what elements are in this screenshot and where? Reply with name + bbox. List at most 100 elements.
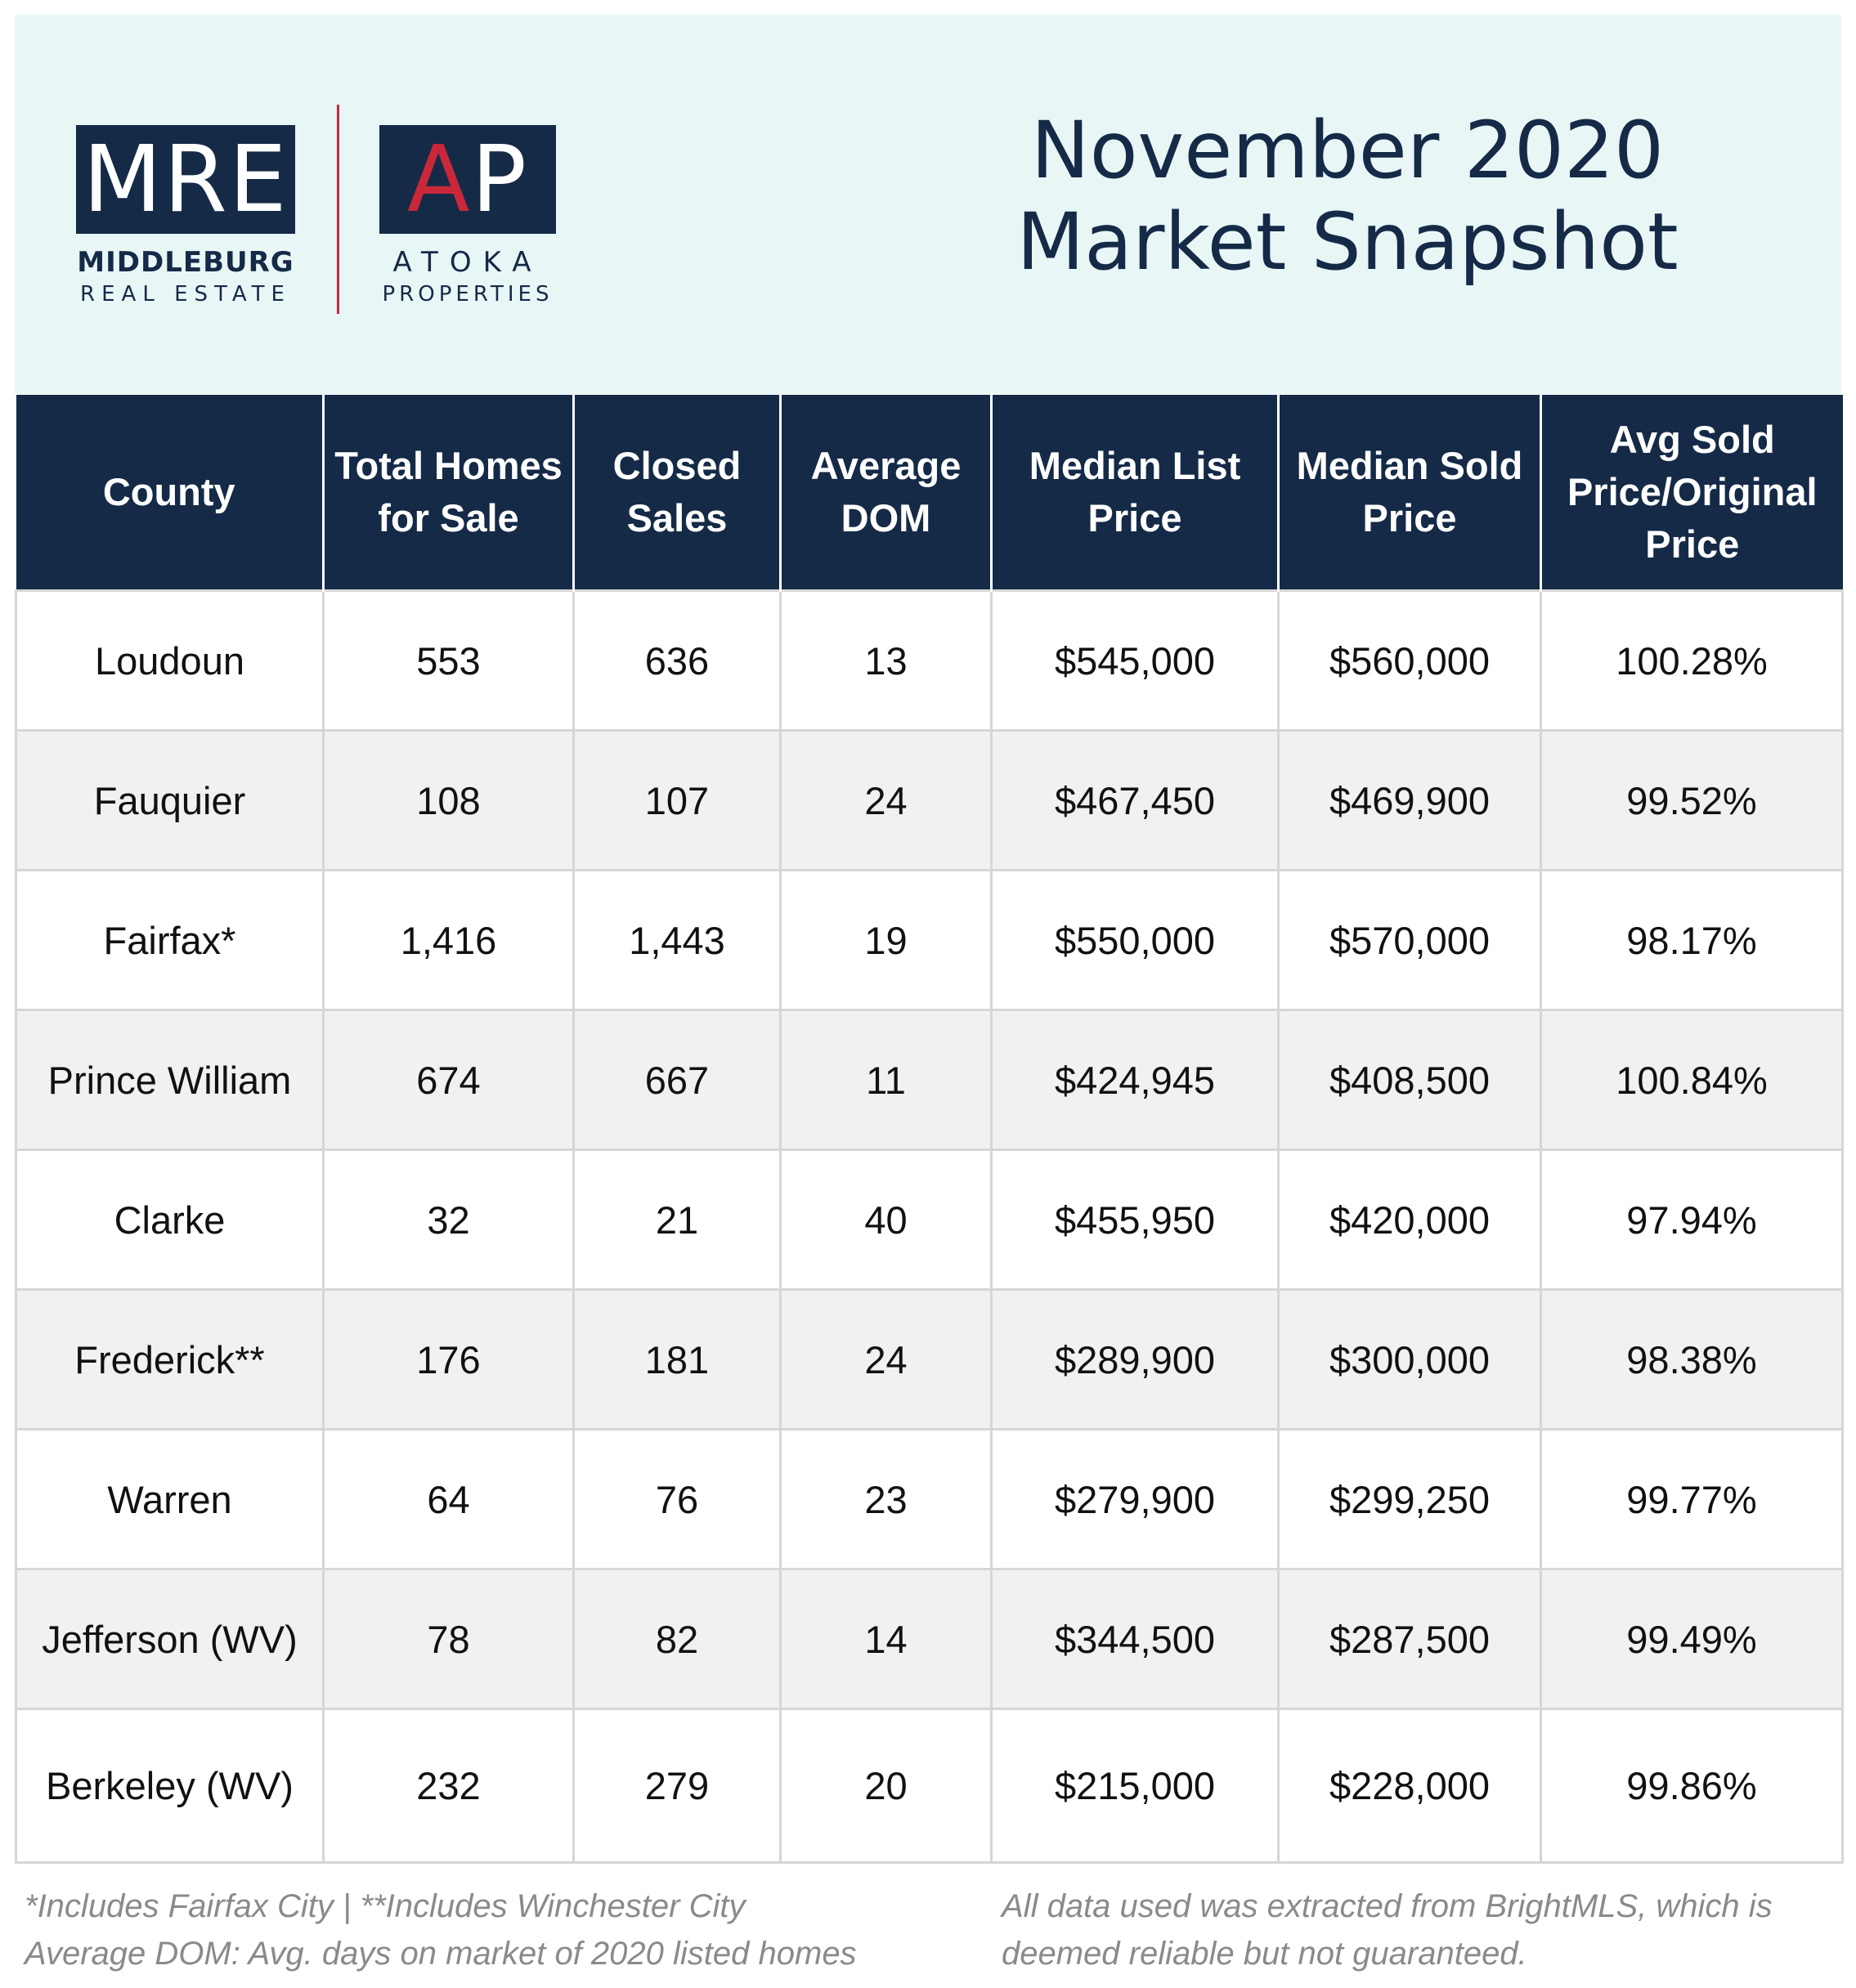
table-cell: 23	[779, 1428, 993, 1570]
table-cell: $545,000	[990, 589, 1280, 732]
table-cell: 40	[779, 1148, 993, 1291]
table-cell: 98.38%	[1540, 1288, 1844, 1431]
table-cell: $455,950	[990, 1148, 1280, 1291]
table-cell: 19	[779, 869, 993, 1011]
table-cell: 553	[322, 589, 575, 732]
table-row: Loudoun 553 636 13 $545,000 $560,000 100.28%	[15, 589, 1844, 732]
table-row: Clarke 32 21 40 $455,950 $420,000 97.94%	[15, 1148, 1844, 1291]
table-cell: 181	[572, 1288, 782, 1431]
table-cell: 99.77%	[1540, 1428, 1844, 1570]
column-header: Avg Sold Price/Original Price	[1540, 395, 1843, 591]
ap-logo-name: ATOKA	[392, 246, 543, 279]
table-cell: 20	[779, 1708, 993, 1864]
column-header: Average DOM	[779, 395, 992, 591]
table-cell: 24	[779, 1288, 993, 1431]
ap-logo-letter-a: A	[406, 126, 472, 233]
table-cell: 108	[322, 729, 575, 871]
column-header: Closed Sales	[572, 395, 781, 591]
table-cell: $299,250	[1277, 1428, 1542, 1570]
county-cell: Jefferson (WV)	[15, 1568, 325, 1710]
mre-logo-subtitle: REAL ESTATE	[80, 282, 291, 307]
page-title-line1: November 2020	[1030, 105, 1665, 196]
table-cell: 82	[572, 1568, 782, 1710]
table-cell: $287,500	[1277, 1568, 1542, 1710]
table-cell: 13	[779, 589, 993, 732]
table-cell: 100.84%	[1540, 1009, 1844, 1151]
table-cell: $344,500	[990, 1568, 1280, 1710]
market-snapshot-table: County Total Homes for Sale Closed Sales…	[15, 395, 1844, 1864]
county-cell: Warren	[15, 1428, 325, 1570]
table-cell: 232	[322, 1708, 575, 1864]
table-row: Jefferson (WV) 78 82 14 $344,500 $287,500 99.4…	[15, 1568, 1844, 1710]
ap-logo-letter-p: P	[471, 126, 529, 233]
table-cell: 21	[572, 1148, 782, 1291]
table-cell: 24	[779, 729, 993, 871]
page-title-line2: Market Snapshot	[1016, 196, 1679, 288]
county-cell: Loudoun	[15, 589, 325, 732]
table-cell: $279,900	[990, 1428, 1280, 1570]
column-header: Median List Price	[990, 395, 1279, 591]
table-cell: 78	[322, 1568, 575, 1710]
footnote-left-line2: Average DOM: Avg. days on market of 2020…	[25, 1936, 857, 1972]
table-row: Fauquier 108 107 24 $467,450 $469,900 99.52%	[15, 729, 1844, 871]
table-cell: 100.28%	[1540, 589, 1844, 732]
county-cell: Berkeley (WV)	[15, 1708, 325, 1864]
column-header: County	[16, 395, 324, 591]
table-cell: $228,000	[1277, 1708, 1542, 1864]
ap-logo-subtitle: PROPERTIES	[382, 282, 554, 307]
table-cell: $570,000	[1277, 869, 1542, 1011]
table-cell: 98.17%	[1540, 869, 1844, 1011]
table-cell: 64	[322, 1428, 575, 1570]
mre-logo-name: MIDDLEBURG	[77, 246, 294, 279]
mre-logo-letter-m: M	[83, 126, 164, 233]
mre-logo: M RE	[76, 125, 295, 234]
table-cell: 674	[322, 1009, 575, 1151]
footnote-left-line1: *Includes Fairfax City | **Includes Winc…	[25, 1888, 746, 1924]
county-cell: Fauquier	[15, 729, 325, 871]
page-title: November 2020 Market Snapshot	[980, 105, 1715, 288]
table-cell: $300,000	[1277, 1288, 1542, 1431]
table-cell: 32	[322, 1148, 575, 1291]
table-cell: 14	[779, 1568, 993, 1710]
table-cell: 97.94%	[1540, 1148, 1844, 1291]
mre-logo-letters-re: RE	[164, 126, 289, 233]
table-cell: $215,000	[990, 1708, 1280, 1864]
table-cell: 99.86%	[1540, 1708, 1844, 1864]
county-cell: Frederick**	[15, 1288, 325, 1431]
table-cell: 667	[572, 1009, 782, 1151]
table-row: Berkeley (WV) 232 279 20 $215,000 $228,000 99.…	[15, 1708, 1844, 1864]
table-cell: 1,416	[322, 869, 575, 1011]
table-cell: $469,900	[1277, 729, 1542, 871]
column-header: Median Sold Price	[1277, 395, 1541, 591]
column-header: Total Homes for Sale	[322, 395, 574, 591]
footnote-left: *Includes Fairfax City | **Includes Winc…	[25, 1883, 857, 1977]
county-cell: Prince William	[15, 1009, 325, 1151]
table-row: Prince William 674 667 11 $424,945 $408,500 10…	[15, 1009, 1844, 1151]
table-cell: $467,450	[990, 729, 1280, 871]
table-cell: $420,000	[1277, 1148, 1542, 1291]
table-cell: 107	[572, 729, 782, 871]
county-cell: Fairfax*	[15, 869, 325, 1011]
table-header-row: County Total Homes for Sale Closed Sales…	[16, 395, 1843, 591]
county-cell: Clarke	[15, 1148, 325, 1291]
table-cell: 636	[572, 589, 782, 732]
table-cell: $289,900	[990, 1288, 1280, 1431]
table-cell: 99.52%	[1540, 729, 1844, 871]
table-cell: 1,443	[572, 869, 782, 1011]
table-row: Frederick** 176 181 24 $289,900 $300,000 98.38…	[15, 1288, 1844, 1431]
footnote-right: All data used was extracted from BrightM…	[1002, 1883, 1773, 1977]
table-cell: 11	[779, 1009, 993, 1151]
logo-divider	[337, 105, 339, 314]
table-cell: 76	[572, 1428, 782, 1570]
table-cell: 279	[572, 1708, 782, 1864]
table-cell: $560,000	[1277, 589, 1542, 732]
table-cell: 176	[322, 1288, 575, 1431]
table-cell: $424,945	[990, 1009, 1280, 1151]
table-cell: $550,000	[990, 869, 1280, 1011]
table-cell: $408,500	[1277, 1009, 1542, 1151]
table-row: Fairfax* 1,416 1,443 19 $550,000 $570,000 98.1…	[15, 869, 1844, 1011]
table-row: Warren 64 76 23 $279,900 $299,250 99.77%	[15, 1428, 1844, 1570]
table-cell: 99.49%	[1540, 1568, 1844, 1710]
